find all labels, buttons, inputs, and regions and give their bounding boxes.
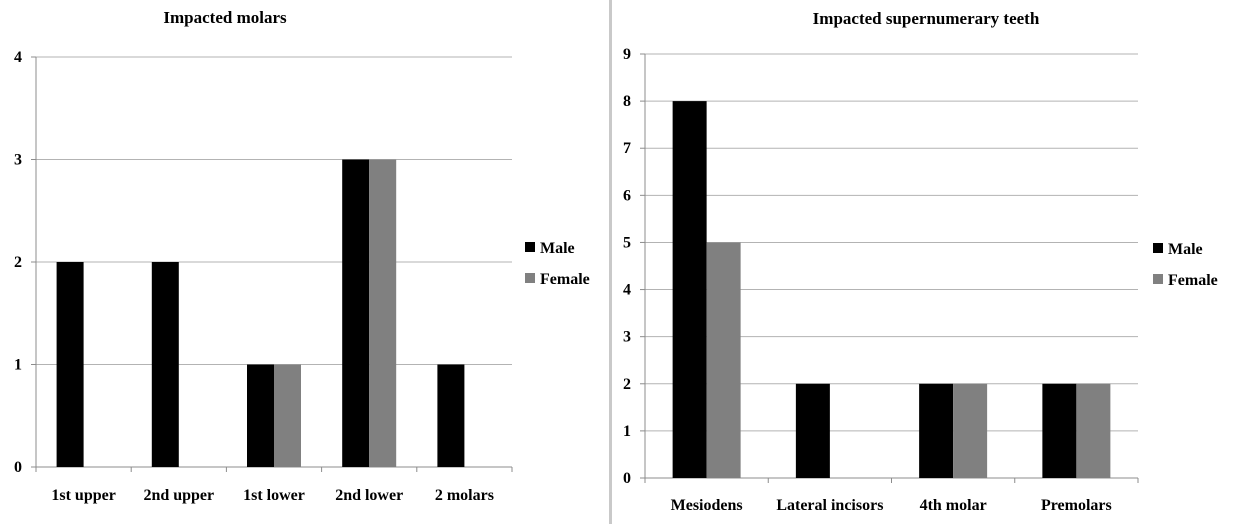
legend-label-male: Male xyxy=(540,240,575,257)
x-category-label: 4th molar xyxy=(920,497,987,514)
bar-male-2nd-lower xyxy=(342,159,370,467)
bar-female-4th-molar xyxy=(953,383,988,478)
y-tick-label: 7 xyxy=(623,140,631,157)
x-category-label: 2 molars xyxy=(435,487,494,504)
bar-female-mesiodens xyxy=(706,242,741,478)
y-tick-label: 2 xyxy=(623,376,631,393)
y-tick-label: 2 xyxy=(14,254,22,271)
y-tick-label: 8 xyxy=(623,93,631,110)
bar-male-lateral-incisors xyxy=(795,383,830,478)
y-tick-label: 1 xyxy=(14,357,22,374)
x-category-label: Mesiodens xyxy=(671,497,743,514)
legend-swatch-female xyxy=(525,273,535,283)
bar-male-2-molars xyxy=(437,364,465,467)
bar-male-premolars xyxy=(1042,383,1077,478)
bar-male-1st-upper xyxy=(56,262,84,467)
y-tick-label: 4 xyxy=(623,282,631,299)
y-tick-label: 9 xyxy=(623,46,631,63)
bar-female-1st-lower xyxy=(274,364,301,467)
legend-swatch-male xyxy=(525,242,535,252)
x-category-label: Premolars xyxy=(1041,497,1112,514)
bar-male-mesiodens xyxy=(672,101,707,478)
bar-female-premolars xyxy=(1076,383,1111,478)
y-tick-label: 5 xyxy=(623,234,631,251)
y-tick-label: 0 xyxy=(14,459,22,476)
x-category-label: 2nd lower xyxy=(335,487,403,504)
x-category-label: Lateral incisors xyxy=(776,497,883,514)
y-tick-label: 1 xyxy=(623,423,631,440)
chart-title: Impacted molars xyxy=(163,8,287,27)
x-category-label: 2nd upper xyxy=(143,487,214,504)
bar-female-2nd-lower xyxy=(369,159,397,467)
bar-male-1st-lower xyxy=(247,364,274,467)
legend-label-male: Male xyxy=(1168,241,1203,258)
y-tick-label: 4 xyxy=(14,49,22,66)
panel-divider xyxy=(609,0,612,524)
bar-male-4th-molar xyxy=(919,383,954,478)
chart-panel-impacted-molars: Impacted molars 0 1 2 3 4 1st upper 2nd upper 1s… xyxy=(0,0,606,524)
x-category-label: 1st lower xyxy=(243,487,305,504)
x-category-label: 1st upper xyxy=(51,487,115,504)
y-tick-label: 3 xyxy=(14,152,22,169)
y-tick-label: 3 xyxy=(623,329,631,346)
chart-panel-impacted-supernumerary-teeth: Impacted supernumerary teeth 0 1 2 3 4 5 6 7 8 9 Me… xyxy=(614,0,1235,524)
y-tick-label: 6 xyxy=(623,187,631,204)
y-tick-label: 0 xyxy=(623,470,631,487)
legend-swatch-male xyxy=(1153,243,1163,253)
chart-impacted-supernumerary-teeth: Impacted supernumerary teeth 0 1 2 3 4 5 6 7 8 9 Me… xyxy=(623,9,1218,514)
legend-swatch-female xyxy=(1153,274,1163,284)
chart-impacted-molars: Impacted molars 0 1 2 3 4 1st upper 2nd upper 1s… xyxy=(14,8,590,504)
legend-label-female: Female xyxy=(1168,272,1218,289)
legend-label-female: Female xyxy=(540,271,590,288)
bar-male-2nd-upper xyxy=(151,262,179,467)
chart-title: Impacted supernumerary teeth xyxy=(813,9,1040,28)
